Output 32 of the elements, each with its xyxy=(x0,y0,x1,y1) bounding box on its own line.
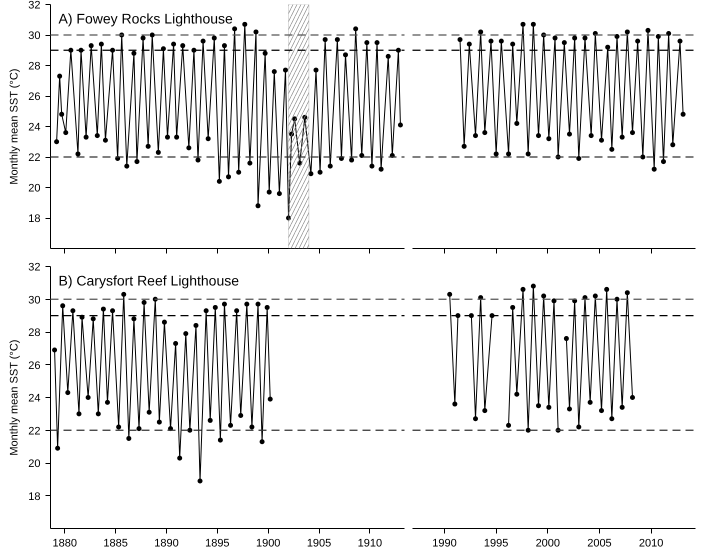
y-tick-label: 20 xyxy=(28,182,41,194)
y-tick-label: 18 xyxy=(28,490,41,503)
y-tick-label: 26 xyxy=(28,91,41,103)
x-tick-label: 1890 xyxy=(154,538,179,550)
y-tick-label: 24 xyxy=(28,122,41,134)
y-tick-label: 24 xyxy=(28,392,41,404)
x-tick-label: 1990 xyxy=(432,538,457,550)
x-tick-label: 1910 xyxy=(358,538,382,550)
x-tick-label: 1905 xyxy=(306,538,332,550)
x-tick-label: 2010 xyxy=(638,538,664,550)
x-tick-label: 1880 xyxy=(52,538,77,550)
y-tick-label: 22 xyxy=(28,425,41,438)
chart-title: B) Carysfort Reef Lighthouse xyxy=(58,272,240,288)
x-tick-label: 1900 xyxy=(256,538,280,550)
x-tick-label: 1885 xyxy=(103,538,128,550)
y-tick-label: 26 xyxy=(28,360,41,372)
y-tick-label: 30 xyxy=(28,30,41,42)
y-tick-label: 32 xyxy=(28,262,41,274)
y-tick-label: 30 xyxy=(28,294,41,306)
y-axis-title: Monthly mean SST (°C) xyxy=(8,340,20,456)
chart-title: A) Fowey Rocks Lighthouse xyxy=(58,10,234,26)
x-tick-label: 1895 xyxy=(205,538,230,550)
x-tick-label: 2000 xyxy=(536,538,560,550)
x-tick-label: 1995 xyxy=(484,538,508,550)
y-tick-label: 18 xyxy=(28,213,41,225)
y-tick-label: 32 xyxy=(28,0,41,12)
y-axis-title: Monthly mean SST (°C) xyxy=(8,68,20,185)
x-tick-label: 2005 xyxy=(587,538,612,550)
y-tick-label: 28 xyxy=(28,327,41,339)
y-tick-label: 28 xyxy=(28,60,41,72)
y-tick-label: 22 xyxy=(28,152,41,164)
y-tick-label: 20 xyxy=(28,458,41,470)
